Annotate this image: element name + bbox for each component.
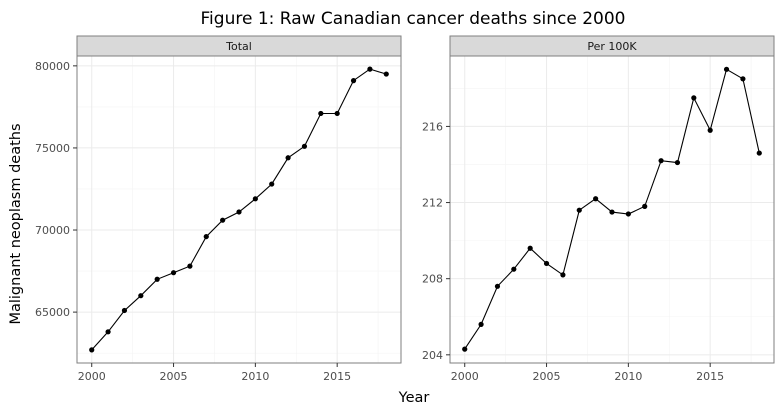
data-point (625, 211, 631, 217)
x-tick-label: 2005 (160, 370, 188, 383)
x-tick-label: 2000 (451, 370, 479, 383)
data-point (236, 209, 242, 215)
facet-strip-label: Total (225, 40, 252, 53)
data-point (707, 127, 713, 133)
data-point (187, 263, 193, 269)
data-point (593, 196, 599, 202)
data-point (203, 233, 209, 240)
data-point (576, 207, 582, 213)
data-point (220, 217, 226, 223)
data-point (138, 293, 144, 299)
data-point (318, 110, 324, 117)
y-tick-label: 212 (422, 197, 443, 210)
data-point (301, 143, 308, 149)
data-point (478, 321, 484, 327)
x-tick-label: 2005 (533, 370, 561, 383)
y-tick-label: 204 (422, 349, 443, 362)
panel-per-100k: Per 100K 2000 2005 2010 2015 204 208 212 216 (422, 35, 775, 383)
data-point (658, 158, 664, 164)
x-tick-label: 2015 (696, 370, 724, 383)
series-line (464, 68, 760, 350)
y-tick-label: 65000 (35, 306, 70, 319)
x-axis-title: Year (398, 390, 430, 406)
data-point (285, 155, 291, 161)
data-point (462, 346, 468, 352)
x-tick-label: 2000 (78, 370, 106, 383)
panel-border (76, 55, 402, 364)
data-point (350, 78, 357, 84)
data-point (170, 270, 177, 276)
data-point (560, 272, 566, 278)
y-axis-title: Malignant neoplasm deaths (8, 123, 24, 324)
data-point (494, 283, 501, 289)
data-point (334, 110, 340, 117)
data-point (154, 276, 160, 282)
data-point (367, 66, 373, 72)
data-point (691, 95, 697, 101)
data-point (543, 260, 550, 267)
data-point (723, 66, 730, 72)
facet-panels: Total 2000 2005 2010 2015 65000 70000 75000 8000… (35, 35, 775, 383)
y-tick-label: 208 (422, 273, 443, 286)
y-tick-label: 80000 (35, 60, 70, 73)
data-point (252, 196, 258, 202)
data-point (756, 150, 762, 156)
data-point (105, 329, 111, 335)
facet-strip-label: Per 100K (587, 40, 637, 53)
y-tick-label: 216 (422, 120, 443, 133)
y-tick-label: 75000 (35, 142, 70, 155)
data-point (89, 347, 95, 353)
data-point (269, 181, 275, 187)
data-point (527, 245, 533, 251)
x-tick-label: 2010 (614, 370, 642, 383)
x-tick-label: 2015 (323, 370, 351, 383)
data-point (511, 266, 517, 272)
data-point (383, 71, 389, 77)
panel-total: Total 2000 2005 2010 2015 65000 70000 75000 8000… (35, 35, 402, 383)
data-point (674, 159, 681, 166)
panel-border (449, 55, 775, 364)
data-point (642, 203, 648, 209)
data-point (609, 209, 615, 215)
chart-title: Figure 1: Raw Canadian cancer deaths sin… (201, 9, 626, 29)
y-tick-label: 70000 (35, 224, 70, 237)
x-tick-label: 2010 (241, 370, 269, 383)
data-point (121, 307, 128, 314)
data-point (740, 76, 746, 82)
